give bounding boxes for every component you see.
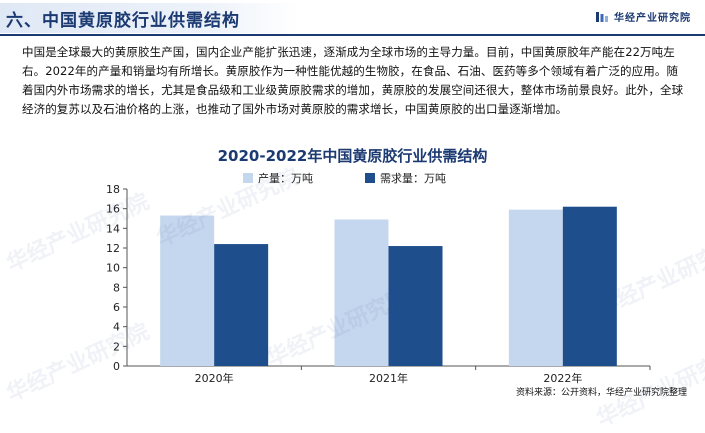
brand-logo-icon [596, 11, 608, 22]
y-tick-label: 14 [106, 222, 120, 235]
legend-label: 需求量：万吨 [380, 172, 446, 185]
source-note: 资料来源：公开资料，华经产业研究院整理 [515, 388, 687, 398]
bar-demand [214, 244, 269, 366]
header: 六、中国黄原胶行业供需结构 华经产业研究院 [0, 0, 705, 36]
legend-label: 产量：万吨 [258, 171, 313, 185]
bar-production [508, 209, 563, 366]
y-tick-label: 4 [113, 321, 120, 334]
legend-swatch [243, 173, 253, 183]
title-bar [0, 3, 300, 33]
bar-chart: 0 2 4 6 8 10 12 14 16 18 2020年 2021年 2022年 产量：万吨 需求量：万… [106, 171, 651, 385]
y-tick-label: 10 [106, 262, 120, 275]
page-title: 六、中国黄原胶行业供需结构 [6, 11, 240, 31]
bar-production [160, 215, 215, 366]
y-tick-label: 0 [113, 360, 120, 373]
chart-title: 2020-2022年中国黄原胶行业供需结构 [217, 147, 488, 165]
y-tick-label: 8 [113, 281, 120, 294]
bar-production [334, 219, 389, 366]
y-tick-label: 18 [106, 183, 120, 196]
y-tick-label: 16 [106, 203, 120, 216]
x-tick-label: 2021年 [369, 371, 408, 385]
legend-swatch [365, 173, 375, 183]
y-tick-label: 12 [106, 242, 120, 255]
header-divider [0, 34, 705, 36]
bar-demand [388, 246, 443, 366]
y-tick-label: 2 [113, 340, 120, 353]
y-tick-label: 6 [113, 301, 120, 314]
bar-demand [562, 206, 617, 366]
x-tick-label: 2020年 [195, 371, 234, 385]
brand-name: 华经产业研究院 [614, 13, 691, 24]
x-tick-label: 2022年 [543, 371, 582, 385]
brand: 华经产业研究院 [595, 9, 691, 24]
intro-paragraph: 中国是全球最大的黄原胶生产国，国内企业产能扩张迅速，逐渐成为全球市场的主导力量。… [22, 45, 684, 116]
